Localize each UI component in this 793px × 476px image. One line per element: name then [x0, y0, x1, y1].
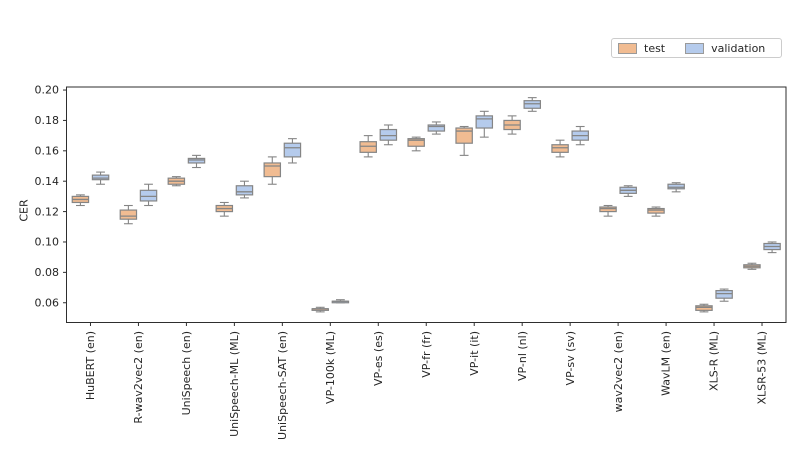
- y-tick-label: 0.10: [35, 236, 60, 249]
- y-tick-label: 0.12: [35, 205, 60, 218]
- y-axis-label: CER: [17, 199, 31, 222]
- x-tick-label: VP-it (it): [468, 331, 481, 376]
- box-test: [695, 305, 713, 311]
- box-validation: [475, 115, 494, 129]
- box-validation: [667, 183, 685, 190]
- x-tick-label: UniSpeech-ML (ML): [228, 331, 241, 437]
- validation-color-swatch: [685, 42, 705, 54]
- legend-item-test: test: [618, 41, 666, 55]
- x-tick-label: VP-nl (nl): [516, 331, 529, 381]
- box-test: [551, 144, 569, 153]
- y-tick-label: 0.18: [35, 114, 60, 127]
- x-tick-label: R-wav2vec2 (en): [132, 331, 145, 424]
- box-test: [647, 207, 665, 214]
- x-tick-label: VP-sv (sv): [564, 331, 577, 385]
- x-tick-label: UniSpeech (en): [180, 331, 193, 415]
- box-validation: [91, 174, 110, 181]
- y-tick-label: 0.16: [35, 145, 60, 158]
- box-validation: [139, 189, 158, 202]
- legend-label-validation: validation: [711, 41, 766, 55]
- box-test: [407, 138, 425, 147]
- box-validation: [427, 124, 446, 132]
- box-validation: [235, 185, 254, 196]
- y-tick-label: 0.06: [35, 296, 60, 309]
- legend-label-test: test: [644, 41, 666, 55]
- y-tick-label: 0.14: [35, 175, 60, 188]
- box-validation: [523, 100, 542, 109]
- legend-item-validation: validation: [685, 41, 766, 55]
- x-tick-label: VP-100k (ML): [324, 331, 337, 404]
- box-validation: [715, 289, 733, 299]
- x-tick-label: XLSR-53 (ML): [756, 331, 769, 405]
- x-tick-label: UniSpeech-SAT (en): [276, 331, 289, 440]
- y-tick-label: 0.08: [35, 266, 60, 279]
- box-test: [119, 209, 138, 220]
- box-test: [359, 141, 377, 153]
- x-tick-label: VP-fr (fr): [420, 331, 433, 378]
- x-tick-label: WavLM (en): [660, 331, 673, 396]
- x-tick-label: XLS-R (ML): [708, 331, 721, 391]
- box-test: [263, 162, 282, 178]
- box-validation: [283, 142, 302, 158]
- legend: test validation: [611, 38, 782, 58]
- plot-border: [66, 86, 787, 323]
- box-test: [599, 206, 617, 213]
- box-validation: [379, 128, 398, 141]
- box-validation: [187, 157, 206, 164]
- x-tick-label: VP-es (es): [372, 331, 385, 386]
- x-tick-label: wav2vec2 (en): [612, 331, 625, 412]
- test-color-swatch: [618, 42, 637, 54]
- box-test: [455, 127, 473, 144]
- y-tick-label: 0.20: [35, 84, 60, 97]
- x-tick-label: HuBERT (en): [84, 331, 97, 400]
